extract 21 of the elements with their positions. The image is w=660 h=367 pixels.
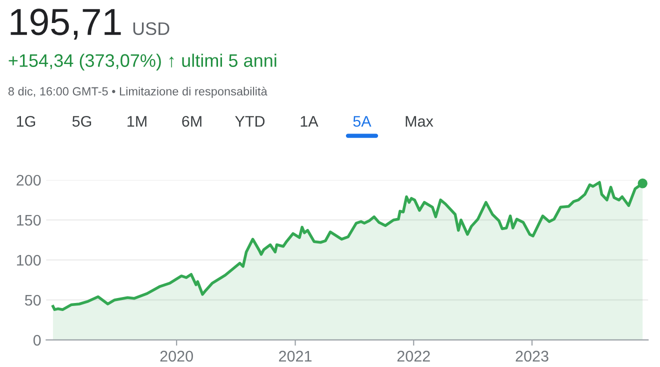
text: 1M xyxy=(128,116,146,127)
text: +154,34 (373,07%) ↑ ultimi 5 anni xyxy=(8,54,276,71)
text: 6M xyxy=(182,116,202,127)
y-tick-label: 0 xyxy=(33,334,41,346)
text: Max xyxy=(406,116,434,127)
y-tick-label: 200 xyxy=(16,174,41,186)
x-tick-label: 2022 xyxy=(397,350,430,362)
y-tick-label: 50 xyxy=(24,294,41,306)
chart-title: 195,71 xyxy=(10,8,121,40)
y-tick-label: 100 xyxy=(17,254,41,266)
y-tick-label: 150 xyxy=(17,214,41,226)
x-tick-label: 2021 xyxy=(279,350,312,362)
x-tick-label: 2020 xyxy=(160,350,193,362)
text: YTD xyxy=(235,116,265,127)
text: 1G xyxy=(16,116,36,127)
text: USD xyxy=(133,22,170,36)
text: 5A xyxy=(353,116,372,127)
x-tick-label: 2023 xyxy=(516,350,548,362)
text: 1A xyxy=(300,116,318,127)
text: 8 dic, 16:00 GMT-5 • Limitazione di responsabilità xyxy=(8,86,268,98)
text: 5G xyxy=(72,116,92,127)
